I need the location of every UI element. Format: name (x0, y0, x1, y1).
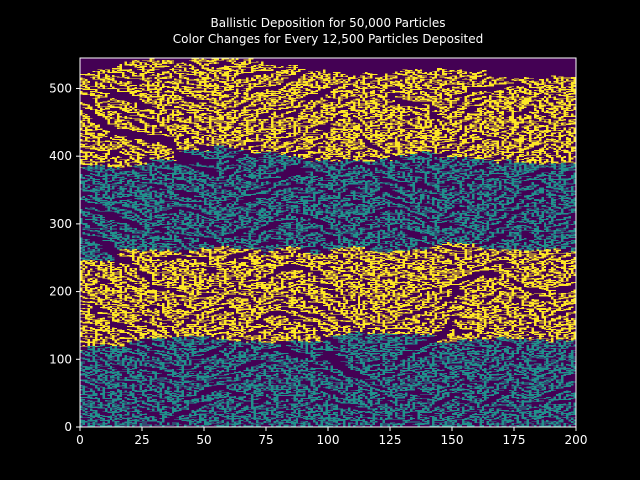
chart-title: Ballistic Deposition for 50,000 Particle… (210, 16, 446, 30)
x-tick-label: 150 (441, 433, 464, 447)
x-tick-label: 175 (503, 433, 526, 447)
y-tick-label: 0 (64, 420, 72, 434)
x-tick-label: 50 (196, 433, 211, 447)
y-tick-label: 400 (49, 149, 72, 163)
y-tick-label: 300 (49, 217, 72, 231)
chart-subtitle: Color Changes for Every 12,500 Particles… (172, 32, 484, 46)
deposition-heatmap (80, 58, 576, 427)
x-tick-label: 100 (317, 433, 340, 447)
x-tick-label: 125 (379, 433, 402, 447)
plot-frame (79, 57, 577, 428)
x-tick-label: 200 (565, 433, 588, 447)
y-tick-label: 200 (49, 285, 72, 299)
x-tick-label: 25 (134, 433, 149, 447)
x-tick-label: 75 (258, 433, 273, 447)
x-tick-label: 0 (76, 433, 84, 447)
y-tick-label: 100 (49, 352, 72, 366)
y-tick-label: 500 (49, 81, 72, 95)
